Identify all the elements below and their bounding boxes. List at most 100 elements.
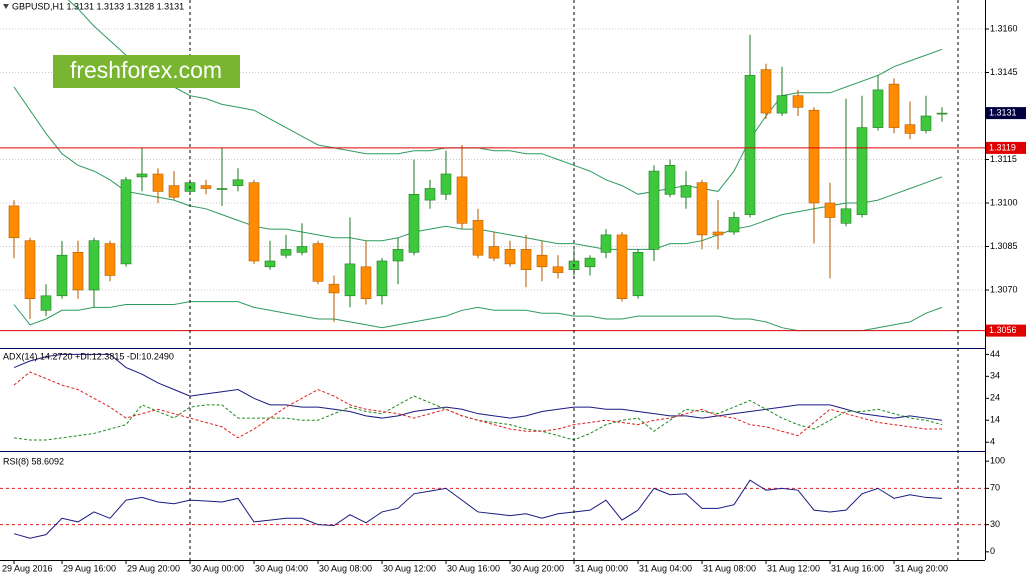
indicator-line xyxy=(13,371,942,439)
candle-body xyxy=(584,257,596,268)
candle-body xyxy=(280,249,292,256)
watermark-box xyxy=(53,55,240,88)
candle-body xyxy=(424,188,436,201)
x-tick-label: 30 Aug 20:00 xyxy=(511,563,564,573)
symbol-icon xyxy=(3,4,9,9)
x-tick-label: 30 Aug 04:00 xyxy=(255,563,308,573)
candle-body xyxy=(136,173,148,178)
candle-body xyxy=(760,69,772,114)
indicator-line xyxy=(13,353,943,421)
y-tick-label: 34 xyxy=(990,371,1000,381)
indicator-title: RSI(8) 58.6092 xyxy=(3,456,64,466)
symbol-title: GBPUSD,H1 1.3131 1.3133 1.3128 1.3131 xyxy=(12,1,184,11)
candle-body xyxy=(24,240,36,299)
candle-body xyxy=(792,95,804,108)
candle-body xyxy=(808,109,820,204)
last-price-label: 1.3131 xyxy=(989,107,1017,117)
candle-body xyxy=(600,234,612,253)
candle-body xyxy=(248,182,260,262)
candle-body xyxy=(696,182,708,236)
panel xyxy=(0,479,985,539)
candle-body xyxy=(88,240,100,291)
candle-body xyxy=(504,249,516,265)
candle-body xyxy=(536,254,548,268)
indicator-title: ADX(14) 14.2720 +DI:12.3815 -DI:10.2490 xyxy=(3,351,174,361)
candle-body xyxy=(312,243,324,282)
candle-body xyxy=(216,188,228,190)
candle-body xyxy=(104,243,116,276)
x-tick-label: 29 Aug 2016 xyxy=(2,563,53,573)
x-tick-label: 30 Aug 12:00 xyxy=(383,563,436,573)
candle-body xyxy=(728,217,740,233)
y-tick-label: 1.3160 xyxy=(990,23,1018,33)
x-tick-label: 31 Aug 00:00 xyxy=(575,563,628,573)
x-tick-label: 31 Aug 12:00 xyxy=(767,563,820,573)
x-tick-label: 30 Aug 08:00 xyxy=(319,563,372,573)
candle-body xyxy=(776,95,788,114)
x-tick-label: 31 Aug 08:00 xyxy=(703,563,756,573)
candle-body xyxy=(232,179,244,186)
y-tick-label: 70 xyxy=(990,483,1000,493)
candle-body xyxy=(888,83,900,128)
candle-body xyxy=(904,124,916,134)
candle-body xyxy=(72,252,84,291)
y-tick-label: 14 xyxy=(990,415,1000,425)
y-tick-label: 100 xyxy=(990,456,1005,466)
candle-body xyxy=(296,246,308,253)
x-tick-label: 29 Aug 16:00 xyxy=(63,563,116,573)
x-tick-label: 31 Aug 20:00 xyxy=(895,563,948,573)
candle-body xyxy=(824,202,836,218)
candle-body xyxy=(936,112,948,115)
candle-body xyxy=(632,252,644,297)
y-tick-label: 24 xyxy=(990,393,1000,403)
x-tick-label: 29 Aug 20:00 xyxy=(127,563,180,573)
x-tick-label: 30 Aug 00:00 xyxy=(191,563,244,573)
candle-body xyxy=(840,208,852,224)
candle-body xyxy=(264,260,276,268)
candle-body xyxy=(152,173,164,192)
candle-body xyxy=(360,266,372,299)
candle-body xyxy=(520,249,532,270)
candle-body xyxy=(328,283,340,294)
x-tick-label: 31 Aug 04:00 xyxy=(639,563,692,573)
y-tick-label: 1.3070 xyxy=(990,284,1018,294)
watermark: freshforex.com xyxy=(70,57,222,83)
y-tick-label: 1.3085 xyxy=(990,241,1018,251)
candle-body xyxy=(120,179,132,265)
candle-body xyxy=(344,263,356,297)
candle-body xyxy=(744,75,756,215)
candle-body xyxy=(40,295,52,311)
candle-body xyxy=(648,170,660,250)
candle-body xyxy=(552,266,564,273)
candle-body xyxy=(488,246,500,259)
y-tick-label: 0 xyxy=(990,546,995,556)
indicator-line xyxy=(13,479,943,539)
y-tick-label: 4 xyxy=(990,437,995,447)
candle-body xyxy=(168,185,180,198)
candle-body xyxy=(616,234,628,299)
panel xyxy=(13,353,943,441)
candle-body xyxy=(376,260,388,297)
candle-body xyxy=(664,165,676,195)
y-tick-label: 44 xyxy=(990,349,1000,359)
candle-body xyxy=(680,185,692,198)
y-tick-label: 1.3145 xyxy=(990,67,1018,77)
candle-body xyxy=(200,185,212,189)
candle-body xyxy=(56,254,68,297)
x-tick-label: 30 Aug 16:00 xyxy=(447,563,500,573)
band-line xyxy=(13,301,943,332)
level-label-box xyxy=(986,141,1026,154)
y-tick-label: 1.3100 xyxy=(990,197,1018,207)
candle-body xyxy=(872,89,884,128)
y-tick-label: 1.3115 xyxy=(990,154,1017,164)
x-tick-label: 31 Aug 16:00 xyxy=(831,563,884,573)
level-label-box xyxy=(986,324,1026,337)
candle-body xyxy=(456,176,468,224)
candle-body xyxy=(472,220,484,256)
candle-body xyxy=(440,173,452,195)
candle-body xyxy=(8,205,20,239)
candle-body xyxy=(712,231,724,236)
candle-body xyxy=(392,249,404,262)
